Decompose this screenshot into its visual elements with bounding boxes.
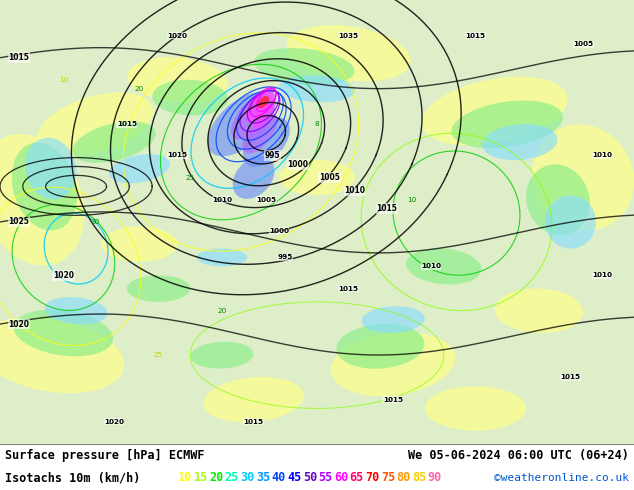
Text: 35: 35 xyxy=(256,471,270,485)
Text: 25: 25 xyxy=(225,471,239,485)
Text: 1015: 1015 xyxy=(9,53,29,62)
Ellipse shape xyxy=(451,100,563,148)
Text: 1010: 1010 xyxy=(592,152,612,158)
Text: 1005: 1005 xyxy=(320,173,340,182)
Text: 995: 995 xyxy=(278,254,293,261)
Text: 65: 65 xyxy=(349,471,364,485)
Ellipse shape xyxy=(233,156,275,199)
Ellipse shape xyxy=(207,92,275,156)
Text: 40: 40 xyxy=(271,471,286,485)
Ellipse shape xyxy=(152,80,228,116)
Text: 1025: 1025 xyxy=(9,218,29,226)
Text: 1015: 1015 xyxy=(117,122,137,127)
Text: 1015: 1015 xyxy=(383,396,403,403)
Ellipse shape xyxy=(257,96,269,108)
Ellipse shape xyxy=(482,124,557,160)
Text: 1020: 1020 xyxy=(53,271,74,280)
Ellipse shape xyxy=(406,248,481,285)
Text: 10: 10 xyxy=(59,77,68,83)
Text: Isotachs 10m (km/h): Isotachs 10m (km/h) xyxy=(5,471,140,485)
Ellipse shape xyxy=(231,91,276,140)
Ellipse shape xyxy=(422,76,567,146)
Ellipse shape xyxy=(72,122,156,163)
Text: 20: 20 xyxy=(209,471,223,485)
Text: 45: 45 xyxy=(287,471,301,485)
Text: 25: 25 xyxy=(154,352,163,358)
Text: 1010: 1010 xyxy=(592,272,612,278)
Text: 70: 70 xyxy=(365,471,380,485)
Ellipse shape xyxy=(44,297,108,324)
Text: 1015: 1015 xyxy=(560,374,581,380)
Ellipse shape xyxy=(545,196,596,248)
Text: 90: 90 xyxy=(427,471,442,485)
Text: 1010: 1010 xyxy=(421,263,441,270)
Text: 10: 10 xyxy=(408,197,417,203)
Ellipse shape xyxy=(101,226,178,262)
Ellipse shape xyxy=(533,124,634,231)
Text: 55: 55 xyxy=(318,471,333,485)
Ellipse shape xyxy=(14,310,113,356)
Text: Surface pressure [hPa] ECMWF: Surface pressure [hPa] ECMWF xyxy=(5,449,205,463)
Text: 995: 995 xyxy=(265,151,280,160)
Ellipse shape xyxy=(0,134,84,266)
Text: 85: 85 xyxy=(412,471,426,485)
Ellipse shape xyxy=(425,386,526,431)
Text: 1000: 1000 xyxy=(269,228,289,234)
Ellipse shape xyxy=(0,317,124,393)
Text: 1015: 1015 xyxy=(377,204,397,213)
Ellipse shape xyxy=(242,113,278,154)
Text: 20: 20 xyxy=(135,86,144,92)
Ellipse shape xyxy=(25,138,76,200)
Text: 1020: 1020 xyxy=(8,319,30,329)
Ellipse shape xyxy=(526,164,590,235)
Text: 15: 15 xyxy=(193,471,208,485)
Ellipse shape xyxy=(197,248,247,267)
Ellipse shape xyxy=(109,154,170,183)
Ellipse shape xyxy=(190,342,254,368)
Ellipse shape xyxy=(254,48,354,85)
Text: 60: 60 xyxy=(334,471,348,485)
Ellipse shape xyxy=(127,57,228,102)
Text: 10: 10 xyxy=(178,471,192,485)
Text: We 05-06-2024 06:00 UTC (06+24): We 05-06-2024 06:00 UTC (06+24) xyxy=(408,449,629,463)
Text: 20: 20 xyxy=(217,308,226,314)
Ellipse shape xyxy=(37,92,153,156)
Text: ©weatheronline.co.uk: ©weatheronline.co.uk xyxy=(494,473,629,483)
Ellipse shape xyxy=(495,289,583,333)
Ellipse shape xyxy=(127,275,190,302)
Ellipse shape xyxy=(252,103,274,128)
Text: 1005: 1005 xyxy=(256,197,276,203)
Ellipse shape xyxy=(337,324,424,369)
Ellipse shape xyxy=(243,117,290,167)
Ellipse shape xyxy=(361,306,425,333)
Text: 1005: 1005 xyxy=(573,41,593,48)
Ellipse shape xyxy=(204,377,304,422)
Text: 1020: 1020 xyxy=(104,419,124,425)
Text: 1015: 1015 xyxy=(339,286,359,292)
Text: 30: 30 xyxy=(91,219,100,225)
Ellipse shape xyxy=(245,91,275,122)
Ellipse shape xyxy=(279,75,355,102)
Text: 75: 75 xyxy=(381,471,395,485)
Text: 1010: 1010 xyxy=(344,186,366,196)
Ellipse shape xyxy=(12,143,77,230)
Text: 1015: 1015 xyxy=(243,419,264,425)
Text: 1015: 1015 xyxy=(167,152,188,158)
Ellipse shape xyxy=(331,332,455,396)
Text: 1020: 1020 xyxy=(167,32,188,39)
Text: 50: 50 xyxy=(303,471,317,485)
Text: 30: 30 xyxy=(240,471,255,485)
Text: 1000: 1000 xyxy=(287,160,309,169)
Text: 1010: 1010 xyxy=(212,197,232,203)
Text: 1015: 1015 xyxy=(465,32,486,39)
Text: 25: 25 xyxy=(186,174,195,181)
Ellipse shape xyxy=(279,160,355,196)
Text: 80: 80 xyxy=(396,471,411,485)
Text: 1035: 1035 xyxy=(339,32,359,39)
Text: 8: 8 xyxy=(314,122,320,127)
Ellipse shape xyxy=(287,25,411,81)
